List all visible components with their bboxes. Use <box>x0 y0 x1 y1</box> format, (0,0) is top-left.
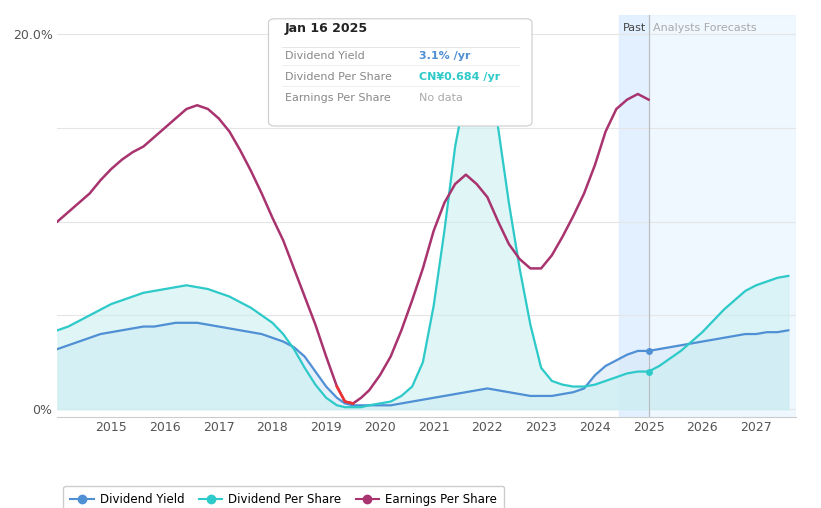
Text: Past: Past <box>622 23 646 33</box>
Text: Analysts Forecasts: Analysts Forecasts <box>653 23 756 33</box>
Bar <box>649 15 796 417</box>
Text: 3.1% /yr: 3.1% /yr <box>419 51 470 61</box>
Text: Jan 16 2025: Jan 16 2025 <box>285 22 368 35</box>
Text: Earnings Per Share: Earnings Per Share <box>285 93 391 104</box>
Text: Dividend Yield: Dividend Yield <box>285 51 365 61</box>
Legend: Dividend Yield, Dividend Per Share, Earnings Per Share: Dividend Yield, Dividend Per Share, Earn… <box>63 486 504 508</box>
Text: Dividend Per Share: Dividend Per Share <box>285 72 392 82</box>
Text: No data: No data <box>419 93 462 104</box>
Text: CN¥0.684 /yr: CN¥0.684 /yr <box>419 72 500 82</box>
Bar <box>619 15 649 417</box>
